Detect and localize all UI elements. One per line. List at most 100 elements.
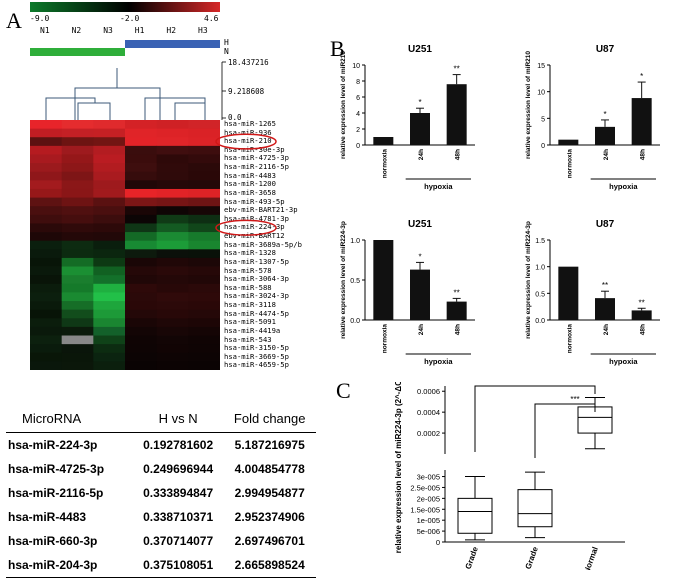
heatmap-cell: [61, 232, 94, 242]
heatmap-cell: [30, 318, 63, 328]
heatmap-cell: [61, 163, 94, 173]
heatmap-cell: [156, 154, 189, 164]
chart-title: U87: [596, 219, 615, 230]
heatmap-cell: [188, 309, 220, 319]
group-bar-normoxia: [30, 48, 125, 56]
heatmap-cell: [156, 283, 189, 293]
significance-label: ***: [570, 395, 579, 404]
heatmap-cell: [188, 335, 220, 345]
heatmap-cell: [93, 137, 126, 147]
heatmap-cell: [30, 335, 63, 345]
heatmap-cell: [61, 344, 94, 354]
heatmap-cell: [93, 128, 126, 138]
heatmap-cell: [156, 309, 189, 319]
heatmap-cell: [30, 120, 63, 130]
highlight-ovals: [215, 133, 277, 236]
bar-chart: U87 0 5 10 15 relative expression level of mi…: [525, 44, 660, 191]
bar: [410, 269, 430, 320]
x-tick-label: 24h: [603, 324, 610, 335]
heatmap-cell: [93, 361, 126, 370]
bar: [446, 84, 467, 145]
heatmap-column-label: H1: [134, 26, 145, 35]
heatmap-cell: [125, 257, 158, 267]
heatmap-cell: [125, 292, 158, 302]
heatmap-cell: [125, 171, 158, 181]
heatmap-cell: [125, 223, 158, 233]
bar: [373, 137, 394, 145]
heatmap-cell: [30, 344, 63, 354]
heatmap-cell: [188, 275, 220, 285]
table-header-microrna: MicroRNA: [6, 408, 133, 433]
heatmap-cell: [156, 223, 189, 233]
heatmap-cell: [30, 309, 63, 319]
heatmap-cell: [125, 240, 158, 250]
table-cell: 2.994954877: [234, 486, 305, 500]
y-tick-label: 1.0: [535, 265, 545, 272]
hypoxia-label: hypoxia: [609, 357, 638, 366]
heatmap-cell: [125, 275, 158, 285]
heatmap-cell: [93, 240, 126, 250]
heatmap-cell: [93, 120, 126, 130]
table-cell: 2.697496701: [234, 534, 305, 548]
heatmap-cell: [93, 188, 126, 198]
heatmap-row-label: hsa-miR-936: [224, 127, 272, 137]
heatmap-cell: [125, 180, 158, 190]
heatmap-cell: [156, 120, 189, 130]
table-row: hsa-miR-4483 0.338710371 2.952374906: [6, 505, 316, 529]
x-tick-label: 24h: [603, 149, 610, 160]
heatmap-cell: [156, 128, 189, 138]
heatmap-row-label: hsa-miR-588: [224, 282, 272, 292]
hypoxia-label: hypoxia: [424, 357, 453, 366]
heatmap-cell: [61, 283, 94, 293]
heatmap-row-label: hsa-miR-1265: [224, 119, 276, 128]
heatmap-cell: [156, 214, 189, 224]
heatmap-cell: [125, 163, 158, 173]
x-tick-label: normoxia: [381, 149, 388, 179]
x-tick-label: normoxia: [381, 324, 388, 354]
bar: [631, 310, 652, 320]
x-tick-label: 48h: [640, 324, 647, 335]
table-cell: 0.338710371: [143, 510, 214, 524]
table-cell: hsa-miR-204-3p: [6, 553, 133, 578]
heatmap-cell: [93, 180, 126, 190]
x-tick-label: 48h: [640, 149, 647, 160]
heatmap-row-label: hsa-miR-210: [224, 136, 272, 146]
heatmap-cell: [93, 223, 126, 233]
y-tick-label: 10: [352, 63, 360, 70]
color-scale-min: -9.0: [30, 14, 50, 23]
heatmap-cell: [156, 352, 189, 362]
heatmap-row-label: hsa-miR-4419a: [224, 325, 281, 335]
heatmap-cell: [30, 257, 63, 267]
heatmap-cell: [125, 361, 158, 370]
y-tick-label: 1.5: [535, 238, 545, 245]
y-tick-label: 0: [356, 143, 360, 150]
table-cell: hsa-miR-4483: [8, 510, 87, 524]
heatmap-cell: [61, 180, 94, 190]
heatmap-cell: [93, 335, 126, 345]
heatmap-cell: [156, 292, 189, 302]
heatmap-column-label: N3: [103, 26, 113, 35]
heatmap-cell: [93, 318, 126, 328]
significance-mark: **: [454, 288, 460, 297]
chart-title: U87: [596, 44, 615, 55]
heatmap-row-label: hsa-miR-4474-5p: [224, 308, 289, 318]
heatmap-cell: [93, 163, 126, 173]
heatmap-cell: [30, 145, 63, 155]
heatmap-cell: [93, 197, 126, 207]
heatmap-cell: [61, 206, 94, 216]
heatmap-cell: [125, 344, 158, 354]
heatmap-row-label: hsa-miR-1307-5p: [224, 256, 289, 266]
heatmap-cell: [156, 206, 189, 216]
significance-mark: *: [603, 110, 606, 119]
heatmap-cell: [156, 240, 189, 250]
heatmap-cell: [188, 249, 220, 259]
heatmap-cell: [125, 309, 158, 319]
y-tick-label: 5e-006: [417, 527, 440, 536]
heatmap-cell: [156, 137, 189, 147]
heatmap-cell: [30, 188, 63, 198]
heatmap-cell: [30, 180, 63, 190]
heatmap-cell: [61, 154, 94, 164]
heatmap-cell: [93, 266, 126, 276]
color-scale-max: 4.6: [204, 14, 219, 23]
